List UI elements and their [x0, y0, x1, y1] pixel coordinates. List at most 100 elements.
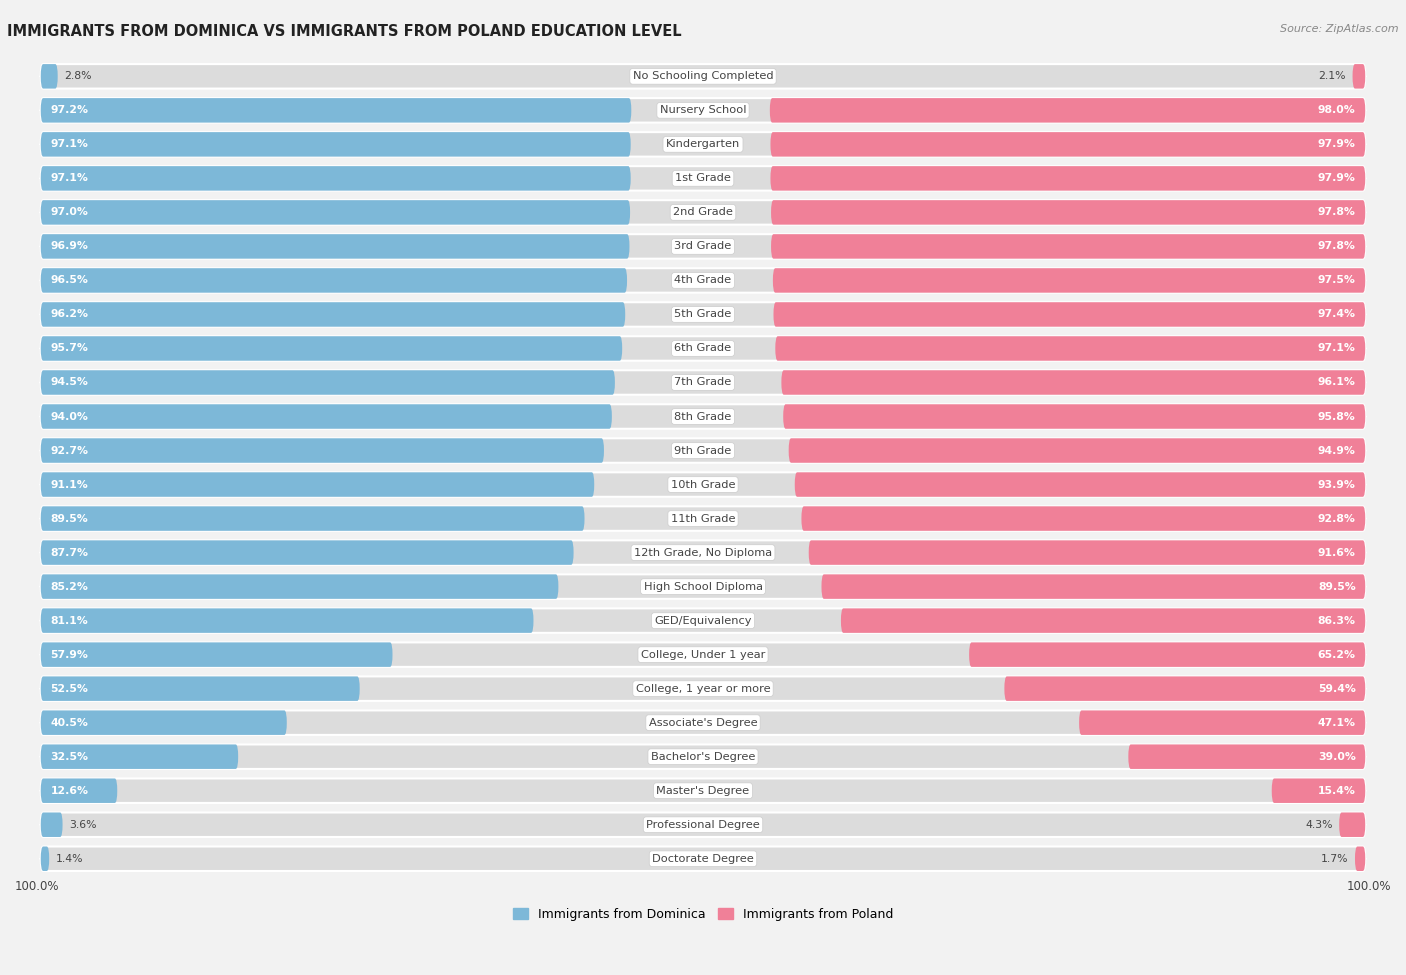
Text: 85.2%: 85.2% — [51, 582, 89, 592]
Text: 2nd Grade: 2nd Grade — [673, 208, 733, 217]
FancyBboxPatch shape — [41, 677, 1365, 701]
Text: 97.2%: 97.2% — [51, 105, 89, 115]
Text: 2.1%: 2.1% — [1319, 71, 1346, 81]
FancyBboxPatch shape — [41, 370, 614, 395]
Text: No Schooling Completed: No Schooling Completed — [633, 71, 773, 81]
FancyBboxPatch shape — [41, 846, 1365, 871]
Text: Doctorate Degree: Doctorate Degree — [652, 854, 754, 864]
FancyBboxPatch shape — [789, 439, 1365, 463]
Text: 94.9%: 94.9% — [1317, 446, 1355, 455]
Text: 11th Grade: 11th Grade — [671, 514, 735, 524]
Text: 4.3%: 4.3% — [1305, 820, 1333, 830]
Text: College, 1 year or more: College, 1 year or more — [636, 683, 770, 693]
FancyBboxPatch shape — [1353, 64, 1365, 89]
FancyBboxPatch shape — [41, 200, 630, 224]
FancyBboxPatch shape — [1004, 677, 1365, 701]
Text: 12th Grade, No Diploma: 12th Grade, No Diploma — [634, 548, 772, 558]
FancyBboxPatch shape — [41, 268, 627, 292]
FancyBboxPatch shape — [41, 268, 1365, 292]
FancyBboxPatch shape — [41, 745, 1365, 769]
Text: 100.0%: 100.0% — [1347, 880, 1391, 893]
Text: 96.9%: 96.9% — [51, 242, 89, 252]
Text: 47.1%: 47.1% — [1317, 718, 1355, 727]
FancyBboxPatch shape — [783, 405, 1365, 429]
FancyBboxPatch shape — [41, 133, 631, 157]
Text: 8th Grade: 8th Grade — [675, 411, 731, 421]
FancyBboxPatch shape — [770, 234, 1365, 258]
Text: 52.5%: 52.5% — [51, 683, 89, 693]
Text: 3.6%: 3.6% — [69, 820, 97, 830]
FancyBboxPatch shape — [41, 234, 630, 258]
FancyBboxPatch shape — [41, 133, 1365, 157]
FancyBboxPatch shape — [41, 778, 117, 803]
FancyBboxPatch shape — [41, 302, 1365, 327]
Text: 3rd Grade: 3rd Grade — [675, 242, 731, 252]
FancyBboxPatch shape — [41, 336, 1365, 361]
FancyBboxPatch shape — [41, 540, 574, 565]
Text: 9th Grade: 9th Grade — [675, 446, 731, 455]
Text: 97.8%: 97.8% — [1317, 242, 1355, 252]
Text: 97.9%: 97.9% — [1317, 139, 1355, 149]
FancyBboxPatch shape — [770, 133, 1365, 157]
FancyBboxPatch shape — [770, 200, 1365, 224]
Text: 12.6%: 12.6% — [51, 786, 89, 796]
Text: 97.1%: 97.1% — [51, 139, 89, 149]
Text: 87.7%: 87.7% — [51, 548, 89, 558]
Text: Source: ZipAtlas.com: Source: ZipAtlas.com — [1281, 24, 1399, 34]
FancyBboxPatch shape — [41, 98, 1365, 123]
Text: 97.8%: 97.8% — [1317, 208, 1355, 217]
FancyBboxPatch shape — [41, 439, 605, 463]
Text: 92.8%: 92.8% — [1317, 514, 1355, 524]
FancyBboxPatch shape — [782, 370, 1365, 395]
FancyBboxPatch shape — [41, 643, 392, 667]
Text: 96.2%: 96.2% — [51, 309, 89, 320]
FancyBboxPatch shape — [41, 302, 626, 327]
Text: 39.0%: 39.0% — [1317, 752, 1355, 761]
Legend: Immigrants from Dominica, Immigrants from Poland: Immigrants from Dominica, Immigrants fro… — [508, 903, 898, 925]
Text: 5th Grade: 5th Grade — [675, 309, 731, 320]
FancyBboxPatch shape — [41, 64, 1365, 89]
Text: Bachelor's Degree: Bachelor's Degree — [651, 752, 755, 761]
Text: 100.0%: 100.0% — [15, 880, 59, 893]
Text: 1.7%: 1.7% — [1322, 854, 1348, 864]
FancyBboxPatch shape — [41, 745, 238, 769]
Text: 1st Grade: 1st Grade — [675, 174, 731, 183]
FancyBboxPatch shape — [41, 472, 1365, 497]
FancyBboxPatch shape — [770, 98, 1365, 123]
FancyBboxPatch shape — [773, 268, 1365, 292]
FancyBboxPatch shape — [41, 677, 360, 701]
Text: 65.2%: 65.2% — [1317, 649, 1355, 660]
Text: 95.7%: 95.7% — [51, 343, 89, 354]
Text: 92.7%: 92.7% — [51, 446, 89, 455]
FancyBboxPatch shape — [1271, 778, 1365, 803]
FancyBboxPatch shape — [41, 166, 631, 191]
Text: Professional Degree: Professional Degree — [647, 820, 759, 830]
Text: 89.5%: 89.5% — [51, 514, 89, 524]
Text: 97.1%: 97.1% — [51, 174, 89, 183]
FancyBboxPatch shape — [41, 778, 1365, 803]
FancyBboxPatch shape — [41, 506, 585, 530]
Text: Master's Degree: Master's Degree — [657, 786, 749, 796]
Text: 96.5%: 96.5% — [51, 276, 89, 286]
Text: 10th Grade: 10th Grade — [671, 480, 735, 489]
Text: Associate's Degree: Associate's Degree — [648, 718, 758, 727]
FancyBboxPatch shape — [41, 405, 1365, 429]
Text: 6th Grade: 6th Grade — [675, 343, 731, 354]
Text: 93.9%: 93.9% — [1317, 480, 1355, 489]
FancyBboxPatch shape — [41, 574, 558, 599]
FancyBboxPatch shape — [41, 405, 612, 429]
Text: 40.5%: 40.5% — [51, 718, 89, 727]
Text: 7th Grade: 7th Grade — [675, 377, 731, 387]
Text: 94.0%: 94.0% — [51, 411, 89, 421]
FancyBboxPatch shape — [41, 166, 1365, 191]
Text: 97.4%: 97.4% — [1317, 309, 1355, 320]
FancyBboxPatch shape — [41, 711, 1365, 735]
Text: 91.1%: 91.1% — [51, 480, 89, 489]
Text: GED/Equivalency: GED/Equivalency — [654, 615, 752, 626]
FancyBboxPatch shape — [41, 234, 1365, 258]
FancyBboxPatch shape — [41, 64, 58, 89]
Text: 57.9%: 57.9% — [51, 649, 89, 660]
FancyBboxPatch shape — [41, 643, 1365, 667]
Text: 97.0%: 97.0% — [51, 208, 89, 217]
Text: 15.4%: 15.4% — [1317, 786, 1355, 796]
